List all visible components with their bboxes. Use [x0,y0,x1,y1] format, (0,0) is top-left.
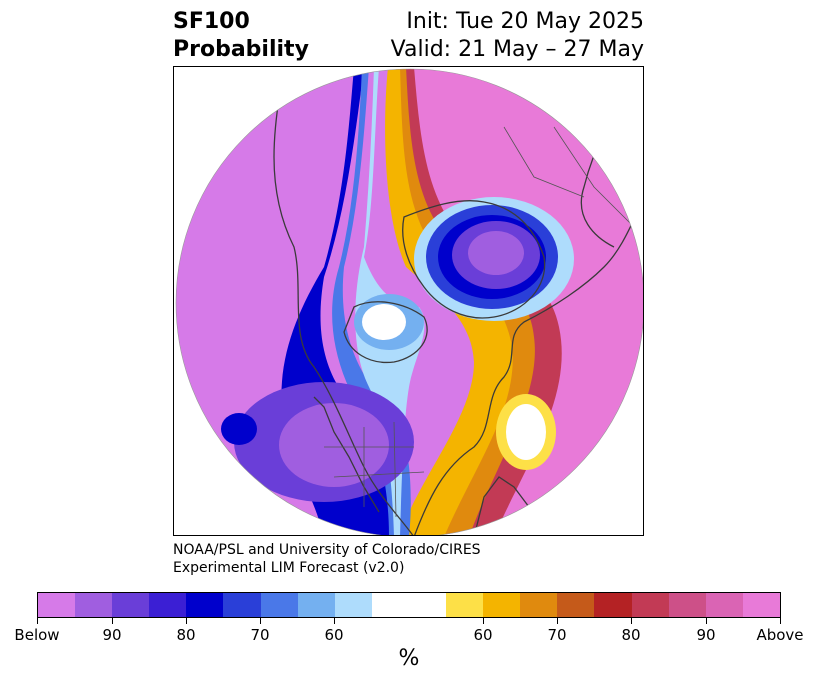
credit-text: NOAA/PSL and University of Colorado/CIRE… [173,541,481,577]
arctic-low-core [468,231,524,275]
init-date: Init: Tue 20 May 2025 [406,9,644,34]
colorbar-swatch [705,593,743,617]
chart-title-right: Init: Tue 20 May 2025 Valid: 21 May – 27… [391,8,644,64]
colorbar-tick-label: 60 [324,626,344,644]
hudson-neutral-core [362,304,406,340]
map-boundary [175,68,643,535]
colorbar-tick [557,618,558,624]
colorbar-tick-label: 70 [250,626,270,644]
colorbar-tick [186,618,187,624]
colorbar-tick [37,618,38,624]
colorbar-tick-label: 80 [176,626,196,644]
pacific-below-core [279,403,389,487]
colorbar-swatch [260,593,298,617]
quantity-name: Probability [173,37,309,62]
colorbar-tick-label: 60 [473,626,493,644]
colorbar-swatch [742,593,780,617]
colorbar-tick [780,618,781,624]
colorbar-swatch [186,593,224,617]
colorbar-swatch [297,593,335,617]
colorbar-tick-label: 90 [696,626,716,644]
colorbar-tick-label: Above [756,626,804,644]
colorbar-tick [631,618,632,624]
colorbar-tick-label: 70 [547,626,567,644]
pacific-below-spot [221,413,257,445]
coastlines [273,69,643,535]
colorbar-swatch [408,593,447,617]
chart-title-left: SF100 Probability [173,8,309,64]
colorbar-swatch [594,593,632,617]
eastern-us-neutral-core [506,404,546,460]
valid-range: Valid: 21 May – 27 May [390,37,644,62]
colorbar-tick-label: Below [14,626,60,644]
colorbar-swatch [668,593,706,617]
colorbar-swatch [38,593,76,617]
colorbar-swatch [75,593,113,617]
colorbar-swatch [557,593,595,617]
colorbar-swatch [149,593,187,617]
colorbar-tick-label: 80 [621,626,641,644]
colorbar-swatch [483,593,521,617]
colorbar-tick-label: 90 [102,626,122,644]
colorbar-tick [334,618,335,624]
colorbar-tick [112,618,113,624]
colorbar-swatch [223,593,261,617]
colorbar-swatch [371,593,409,617]
borders [324,126,635,518]
colorbar-swatch [631,593,669,617]
variable-name: SF100 [173,9,250,34]
colorbar [37,592,781,618]
colorbar-swatch [334,593,372,617]
credit-line-1: NOAA/PSL and University of Colorado/CIRE… [173,542,481,558]
colorbar-tick [706,618,707,624]
colorbar-swatch [446,593,484,617]
colorbar-unit: % [398,646,420,671]
siberia-above-anomaly [393,69,643,535]
colorbar-swatch [112,593,150,617]
credit-line-2: Experimental LIM Forecast (v2.0) [173,560,405,576]
map-panel [173,66,644,536]
forecast-map [175,68,643,535]
colorbar-swatch [520,593,558,617]
colorbar-tick [260,618,261,624]
colorbar-tick [483,618,484,624]
